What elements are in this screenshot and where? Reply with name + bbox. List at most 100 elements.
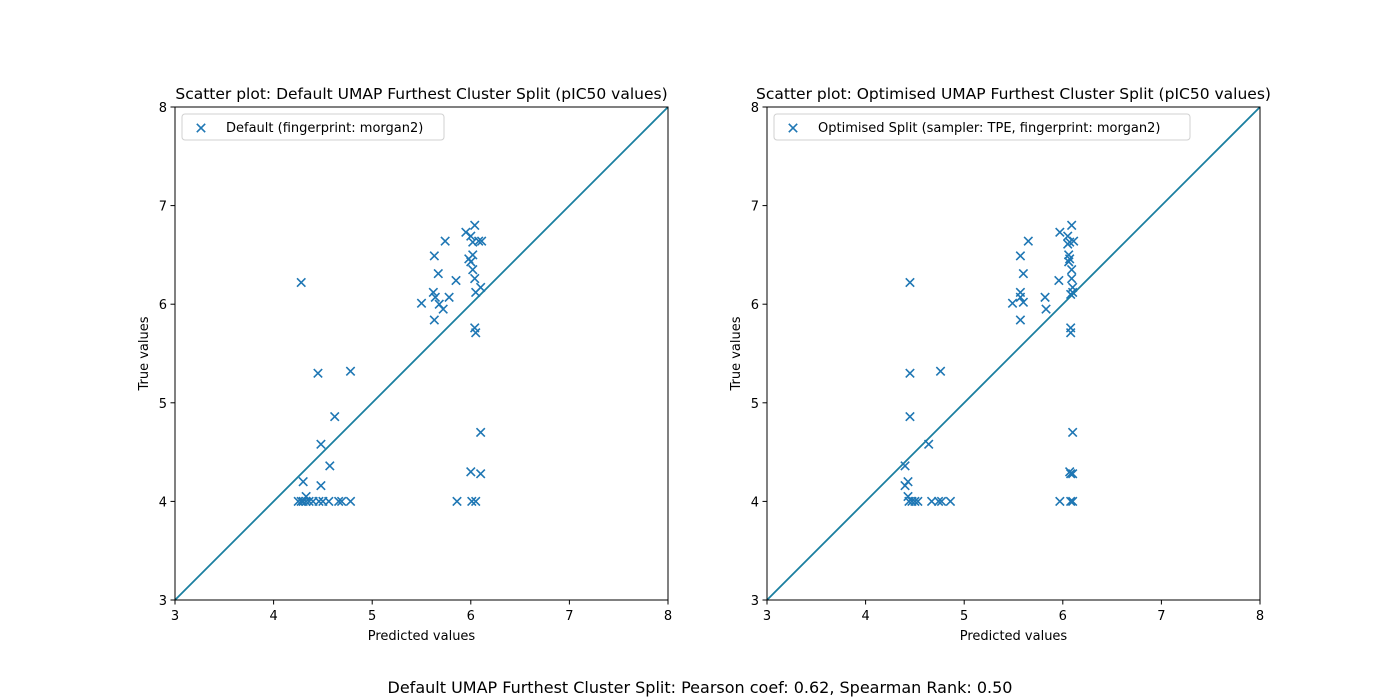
scatter-point (316, 439, 326, 449)
scatter-point (325, 461, 335, 471)
scatter-point (1015, 251, 1026, 261)
chart-title: Scatter plot: Optimised UMAP Furthest Cl… (756, 85, 1271, 103)
scatter-point (333, 496, 344, 507)
x-tick-label: 7 (565, 609, 573, 624)
scatter-point (1067, 427, 1078, 438)
x-tick-label: 4 (269, 609, 277, 624)
scatter-point (298, 476, 308, 487)
scatter-point (933, 496, 944, 507)
scatter-point (444, 292, 454, 303)
scatter-point (468, 250, 478, 260)
reference-line (766, 106, 1261, 601)
scatter-point (428, 287, 439, 298)
scatter-point (1055, 227, 1065, 237)
y-tick-label: 6 (159, 298, 167, 313)
scatter-point (345, 496, 356, 507)
legend-marker (788, 123, 798, 133)
x-tick-label: 4 (861, 609, 869, 624)
y-tick-label: 4 (751, 495, 759, 510)
scatter-point (470, 496, 481, 507)
scatter-point (469, 273, 480, 284)
x-tick-label: 3 (171, 609, 179, 624)
chart-title: Scatter plot: Default UMAP Furthest Clus… (175, 85, 667, 103)
y-tick-label: 8 (159, 101, 167, 116)
y-tick-label: 3 (751, 594, 759, 609)
scatter-point (476, 236, 487, 246)
y-tick-label: 3 (159, 594, 167, 609)
scatter-point (1007, 298, 1018, 308)
y-tick-label: 8 (751, 101, 759, 116)
y-axis-label: True values (729, 316, 744, 391)
scatter-point (452, 496, 462, 507)
scatter-point (905, 411, 915, 422)
scatter-point (430, 292, 441, 303)
y-tick-label: 5 (159, 397, 167, 412)
scatter-point (345, 366, 356, 377)
y-axis-label: True values (137, 316, 152, 391)
scatter-point (1066, 273, 1077, 284)
legend-label: Default (fingerprint: morgan2) (226, 121, 423, 136)
scatter-point (466, 467, 476, 477)
scatter-point (905, 277, 915, 288)
scatter-point (1065, 328, 1076, 338)
x-tick-label: 5 (368, 609, 376, 624)
legend-box (181, 113, 445, 141)
legend: Optimised Split (sampler: TPE, fingerpri… (773, 113, 1191, 141)
scatter-point (900, 461, 910, 471)
scatter-point (1068, 236, 1079, 246)
scatter-point (475, 469, 486, 479)
scatter-point (329, 411, 340, 422)
scatter-point (296, 277, 306, 288)
scatter-point (314, 496, 324, 507)
scatter-point (1064, 467, 1075, 477)
scatter-point (935, 366, 946, 377)
scatter-point (1065, 496, 1076, 507)
scatter-point (433, 268, 444, 279)
scatter-point (429, 315, 440, 325)
scatter-point (429, 251, 440, 261)
scatter-point (923, 439, 934, 449)
x-axis-label: Predicted values (368, 629, 476, 644)
scatter-point (1067, 287, 1078, 298)
scatter-point (316, 480, 326, 491)
axes-frame (766, 106, 1261, 601)
scatter-point (936, 496, 947, 507)
scatter-point (1015, 292, 1026, 303)
x-tick-label: 3 (763, 609, 771, 624)
scatter-point (468, 264, 478, 275)
scatter-point (1055, 496, 1065, 507)
charts: 3 4 5 6 7 8 3 4 5 6 7 8 Scatter plot: Default UMAP F… (137, 85, 1271, 644)
scatter-point (905, 368, 915, 378)
scatter-point (467, 496, 477, 507)
legend-marker (196, 123, 206, 133)
scatter-point (473, 236, 484, 246)
x-axis-label: Predicted values (960, 629, 1068, 644)
scatter-point (1063, 257, 1074, 267)
scatter-point (1041, 304, 1051, 314)
x-tick-label: 7 (1157, 609, 1165, 624)
axes-frame (174, 106, 669, 601)
scatter-point (416, 298, 427, 308)
scatter-point (451, 275, 461, 286)
scatter-point (1064, 254, 1075, 264)
scatter-point (466, 231, 476, 241)
scatter-point (470, 328, 481, 338)
scatter-point (900, 480, 910, 491)
figure-caption: Default UMAP Furthest Cluster Split: Pea… (388, 678, 1013, 697)
scatter-point (1018, 297, 1029, 307)
scatter-point (438, 304, 448, 314)
y-tick-label: 6 (751, 298, 759, 313)
scatter-point (1066, 264, 1077, 275)
y-tick-label: 5 (751, 397, 759, 412)
scatter-point (336, 496, 347, 507)
scatter-point (1018, 268, 1029, 279)
scatter-point (469, 220, 480, 231)
y-tick-label: 7 (751, 200, 759, 215)
scatter-point (440, 236, 450, 246)
legend: Default (fingerprint: morgan2) (181, 113, 445, 141)
reference-line (174, 106, 669, 601)
legend-box (773, 113, 1191, 141)
scatter-point (475, 282, 486, 293)
x-tick-label: 6 (467, 609, 475, 624)
